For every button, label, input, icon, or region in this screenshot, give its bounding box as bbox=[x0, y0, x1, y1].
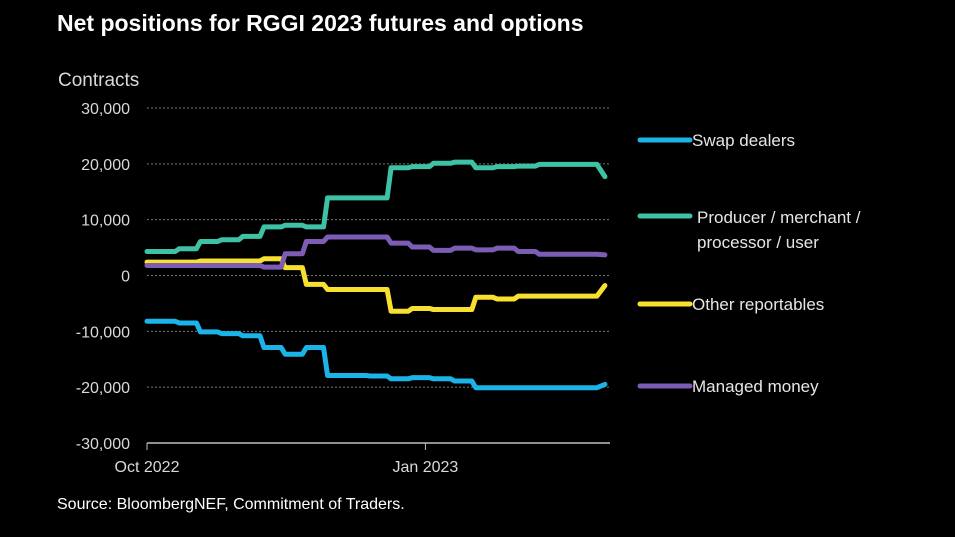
y-tick-label: 10,000 bbox=[81, 213, 130, 230]
legend-label: Other reportables bbox=[692, 295, 824, 314]
y-tick-label: -10,000 bbox=[76, 324, 130, 341]
y-tick-label: 0 bbox=[121, 269, 130, 286]
y-tick-label: -20,000 bbox=[76, 380, 130, 397]
legend-label: Producer / merchant / bbox=[697, 208, 861, 227]
series-line-1 bbox=[144, 159, 608, 254]
y-tick-label: 30,000 bbox=[81, 101, 130, 118]
legend-label: Managed money bbox=[692, 377, 819, 396]
legend-label: processor / user bbox=[697, 233, 819, 252]
x-tick-label: Jan 2023 bbox=[392, 459, 458, 476]
series-line-2 bbox=[144, 256, 608, 314]
chart-title: Net positions for RGGI 2023 futures and … bbox=[57, 10, 584, 36]
y-tick-label: -30,000 bbox=[76, 436, 130, 453]
series-line-0 bbox=[144, 318, 608, 391]
y-tick-label: 20,000 bbox=[81, 157, 130, 174]
legend-label: Swap dealers bbox=[692, 131, 795, 150]
legend-item-0: Swap dealers bbox=[637, 131, 795, 150]
legend-item-1: Producer / merchant / processor / user bbox=[637, 208, 861, 252]
series-line-3 bbox=[144, 234, 608, 270]
source-note: Source: BloombergNEF, Commitment of Trad… bbox=[57, 496, 405, 513]
y-axis-label: Contracts bbox=[58, 70, 140, 91]
x-tick-label: Oct 2022 bbox=[115, 459, 180, 476]
legend-item-3: Managed money bbox=[637, 377, 819, 396]
legend-item-2: Other reportables bbox=[637, 295, 824, 314]
